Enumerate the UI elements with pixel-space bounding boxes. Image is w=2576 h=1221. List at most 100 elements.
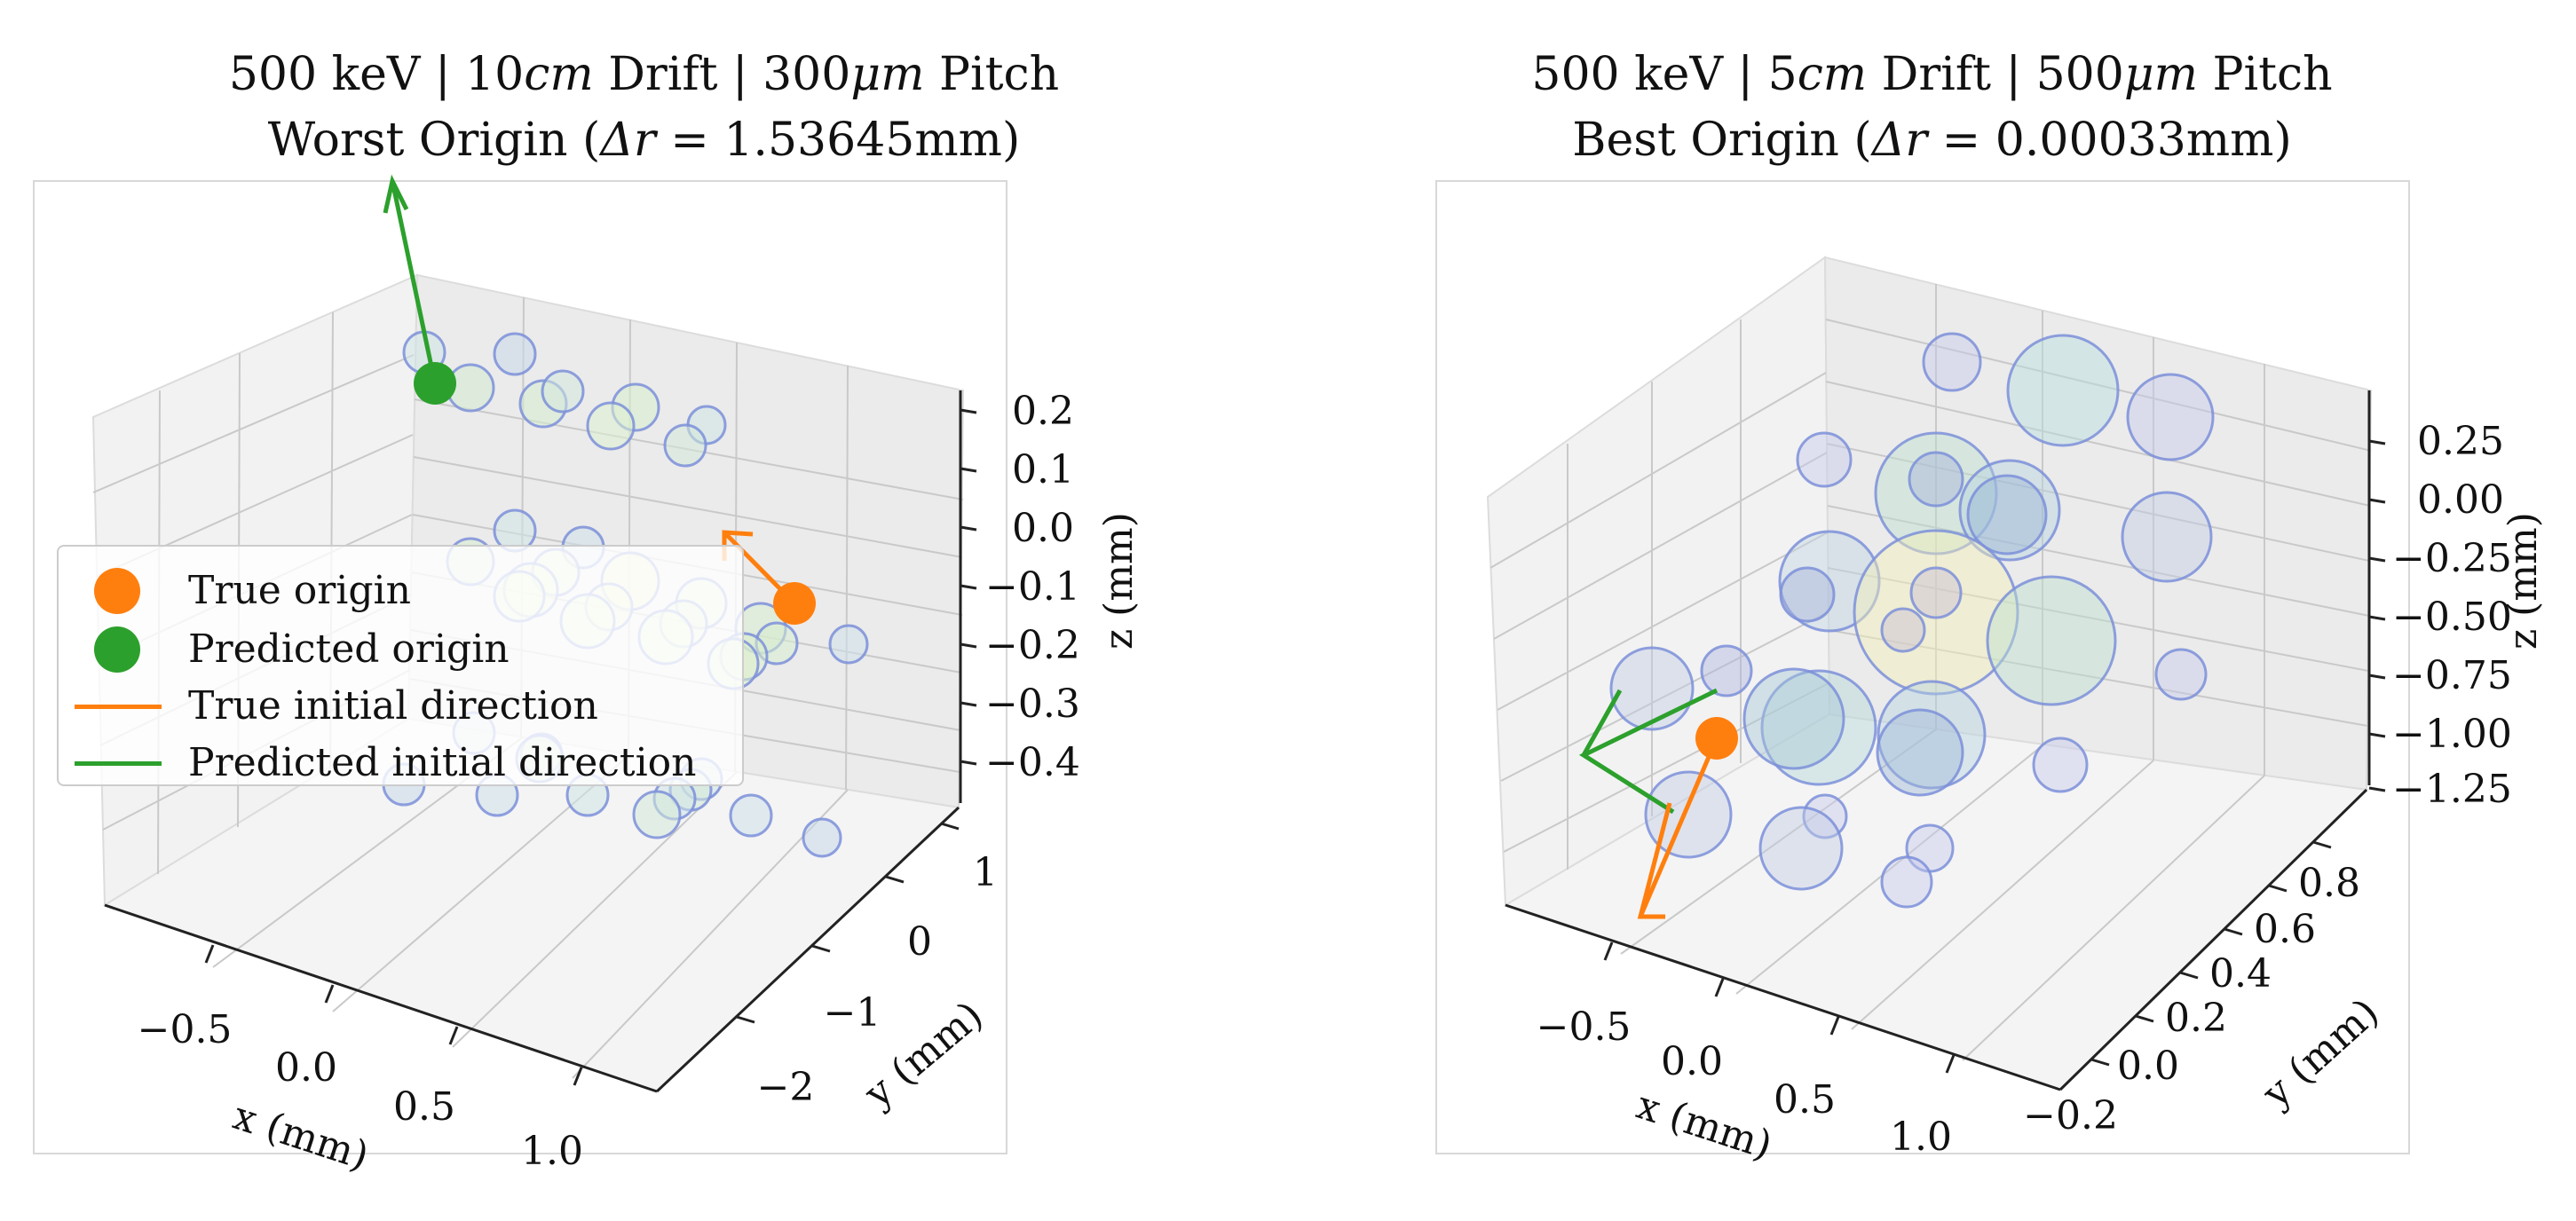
right-hit — [1742, 667, 1845, 770]
legend-label: True initial direction — [188, 683, 598, 729]
left-x-tick-label: 0.0 — [275, 1045, 337, 1091]
right-hit — [1877, 680, 1987, 790]
left-predicted-origin-marker — [414, 362, 456, 405]
right-chart-panel: 500 keV | 5cm Drift | 500μm Pitch Best O… — [1288, 0, 2576, 1221]
right-chart-title: 500 keV | 5cm Drift | 500μm Pitch — [1531, 48, 2333, 101]
legend-label: Predicted origin — [188, 626, 510, 672]
right-z-tick-label: 0.00 — [2417, 477, 2504, 523]
right-hit — [1609, 646, 1695, 731]
left-z-tick-label: −0.2 — [985, 623, 1080, 668]
legend-item-predicted-direction: Predicted initial direction — [59, 735, 742, 792]
right-x-tick-label: 0.0 — [1661, 1039, 1723, 1084]
left-hit — [632, 790, 682, 839]
right-hit — [1779, 566, 1836, 623]
left-true-origin-marker — [773, 582, 816, 625]
right-x-tick-label: −0.5 — [1537, 1004, 1632, 1050]
left-z-tick-label: 0.0 — [1012, 506, 1074, 551]
right-hit — [1760, 669, 1877, 786]
right-x-tick-label: 1.0 — [1890, 1115, 1952, 1160]
left-x-tick-label: 1.0 — [521, 1129, 583, 1174]
left-x-tick-label: −0.5 — [138, 1007, 233, 1052]
right-hit — [1880, 855, 1933, 909]
legend-line-icon — [75, 705, 162, 709]
right-x-axis-line — [1505, 903, 2061, 1091]
right-z-tick-label: −0.75 — [2392, 653, 2512, 698]
legend-line-icon — [75, 761, 162, 766]
right-hit — [2154, 648, 2208, 701]
left-hit — [802, 817, 842, 858]
right-z-axis-label: z (mm) — [2501, 512, 2546, 650]
left-hit — [828, 624, 869, 665]
left-chart-title: 500 keV | 10cm Drift | 300μm Pitch — [228, 48, 1060, 101]
right-true-direction-arrowhead — [1637, 802, 1672, 919]
right-hit — [1922, 332, 1982, 392]
right-z-tick-label: 0.25 — [2417, 419, 2504, 464]
right-hit — [2006, 334, 2120, 447]
right-z-tick-label: −1.25 — [2392, 767, 2512, 812]
right-y-axis-line — [2058, 788, 2368, 1091]
right-hit — [1908, 451, 1964, 508]
left-predicted-direction-line — [390, 180, 438, 384]
left-x-tick-label: 0.5 — [393, 1084, 455, 1130]
left-x-axis-line — [104, 903, 658, 1093]
left-hit — [729, 793, 773, 838]
right-y-tick-label: 0.8 — [2298, 861, 2360, 906]
right-hit — [1966, 474, 2048, 555]
left-y-tick-label: 0 — [907, 919, 932, 965]
legend-item-true-origin: True origin — [59, 563, 742, 619]
left-chart-panel: 500 keV | 10cm Drift | 300μm Pitch Worst… — [33, 48, 1142, 1179]
legend-item-predicted-origin: Predicted origin — [59, 621, 742, 678]
right-hit — [2032, 737, 2089, 793]
right-hits — [1609, 332, 2215, 909]
left-chart-subtitle: Worst Origin (Δr = 1.53645mm) — [267, 114, 1021, 167]
right-z-tick-label: −0.25 — [2392, 536, 2512, 581]
right-hit — [1758, 806, 1844, 891]
right-z-tick-label: −0.50 — [2392, 595, 2512, 640]
left-hit — [493, 332, 537, 376]
left-hit — [586, 401, 636, 451]
left-axes-frame — [33, 180, 1007, 1154]
left-x-axis-label: x (mm) — [228, 1093, 375, 1179]
right-z-tick-label: −1.00 — [2392, 712, 2512, 757]
right-chart-subtitle: Best Origin (Δr = 0.00033mm) — [1572, 114, 2292, 167]
left-hit — [541, 369, 585, 414]
left-predicted-direction-arrowhead — [383, 174, 409, 214]
left-z-tick-label: 0.1 — [1012, 447, 1074, 492]
right-hit — [1853, 529, 2019, 696]
right-x-axis-label: x (mm) — [1632, 1083, 1778, 1169]
left-z-tick-label: −0.1 — [985, 564, 1080, 610]
left-hit — [663, 423, 707, 468]
right-y-tick-label: −0.2 — [2023, 1093, 2118, 1138]
right-hit — [1909, 566, 1963, 619]
legend-item-true-direction: True initial direction — [59, 678, 742, 735]
right-grid — [1489, 284, 2372, 1061]
right-hit — [2126, 373, 2215, 461]
right-hit — [1700, 644, 1753, 697]
right-3d-plot: −0.5 0.0 0.5 1.0 −0.2 0.0 0.2 0.4 0.6 0.… — [1435, 180, 2546, 1169]
left-y-axis-line — [655, 806, 960, 1093]
right-hit — [1874, 431, 1998, 555]
left-y-tick-label: −2 — [757, 1065, 815, 1110]
right-y-tick-label: 0.6 — [2254, 907, 2316, 952]
legend-label: Predicted initial direction — [188, 740, 697, 785]
right-axes-frame — [1435, 180, 2410, 1154]
legend: True origin Predicted origin True initia… — [57, 545, 744, 786]
left-y-tick-label: −1 — [824, 990, 881, 1036]
right-y-tick-label: 0.0 — [2117, 1044, 2179, 1089]
left-z-axis-label: z (mm) — [1096, 512, 1142, 650]
legend-dot-icon — [94, 568, 140, 614]
right-hit — [1796, 431, 1853, 488]
left-y-tick-label: 1 — [973, 850, 998, 895]
right-hit — [1986, 575, 2117, 706]
left-z-tick-label: 0.2 — [1012, 389, 1074, 434]
right-true-direction-line — [1638, 737, 1719, 918]
right-predicted-direction-branch — [1581, 689, 1623, 757]
right-y-axis-label: y (mm) — [2253, 989, 2387, 1116]
right-hit — [1644, 770, 1733, 859]
right-hit — [1876, 708, 1964, 797]
left-z-tick-label: −0.3 — [985, 681, 1080, 727]
right-y-tick-label: 0.2 — [2165, 996, 2227, 1041]
right-y-tick-label: 0.4 — [2209, 951, 2272, 996]
right-hit — [2121, 491, 2213, 583]
right-x-tick-label: 0.5 — [1774, 1077, 1836, 1123]
